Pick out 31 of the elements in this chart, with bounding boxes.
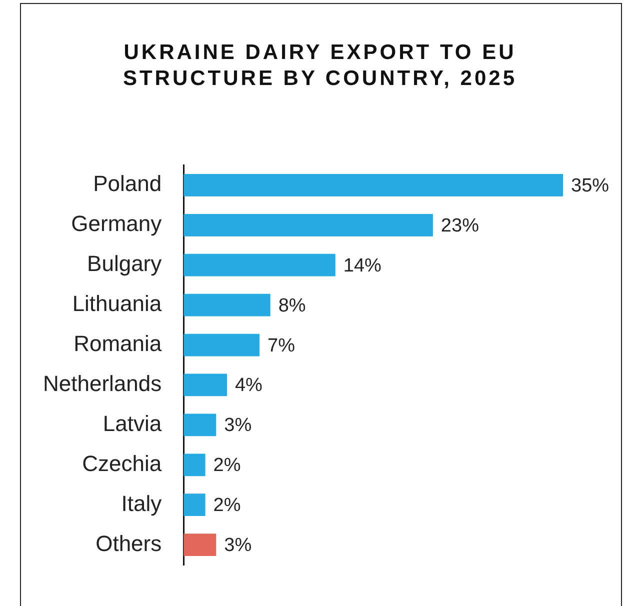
y-tick-label: Poland	[93, 171, 162, 196]
bar	[184, 334, 260, 356]
y-tick-label: Others	[96, 530, 162, 556]
bar	[184, 494, 206, 516]
data-label: 8%	[278, 295, 306, 316]
y-tick-label: Bulgary	[87, 251, 162, 276]
y-tick-label: Latvia	[102, 411, 162, 436]
bar	[184, 254, 336, 276]
data-label: 35%	[571, 175, 610, 196]
y-tick-label: Netherlands	[42, 371, 162, 396]
bar	[184, 214, 433, 236]
bar	[184, 294, 270, 316]
y-tick-label: Lithuania	[72, 291, 162, 316]
bar	[184, 454, 206, 476]
data-label: 3%	[224, 415, 252, 436]
data-label: 3%	[224, 535, 252, 556]
bar	[184, 414, 216, 436]
data-label: 7%	[268, 335, 296, 356]
data-label: 2%	[213, 455, 241, 476]
bar	[184, 374, 227, 396]
data-label: 4%	[234, 375, 263, 396]
bar	[184, 534, 216, 556]
bar	[184, 174, 563, 196]
y-tick-label: Czechia	[82, 450, 162, 476]
chart-title: UKRAINE DAIRY EXPORT TO EU STRUCTURE BY COUNTRY, 2025	[122, 40, 518, 92]
y-tick-label: Romania	[74, 331, 162, 356]
y-tick-label: Germany	[71, 211, 162, 236]
data-label: 23%	[440, 215, 480, 236]
data-label: 14%	[343, 255, 382, 276]
data-label: 2%	[213, 495, 241, 516]
y-tick-label: Italy	[121, 490, 162, 516]
